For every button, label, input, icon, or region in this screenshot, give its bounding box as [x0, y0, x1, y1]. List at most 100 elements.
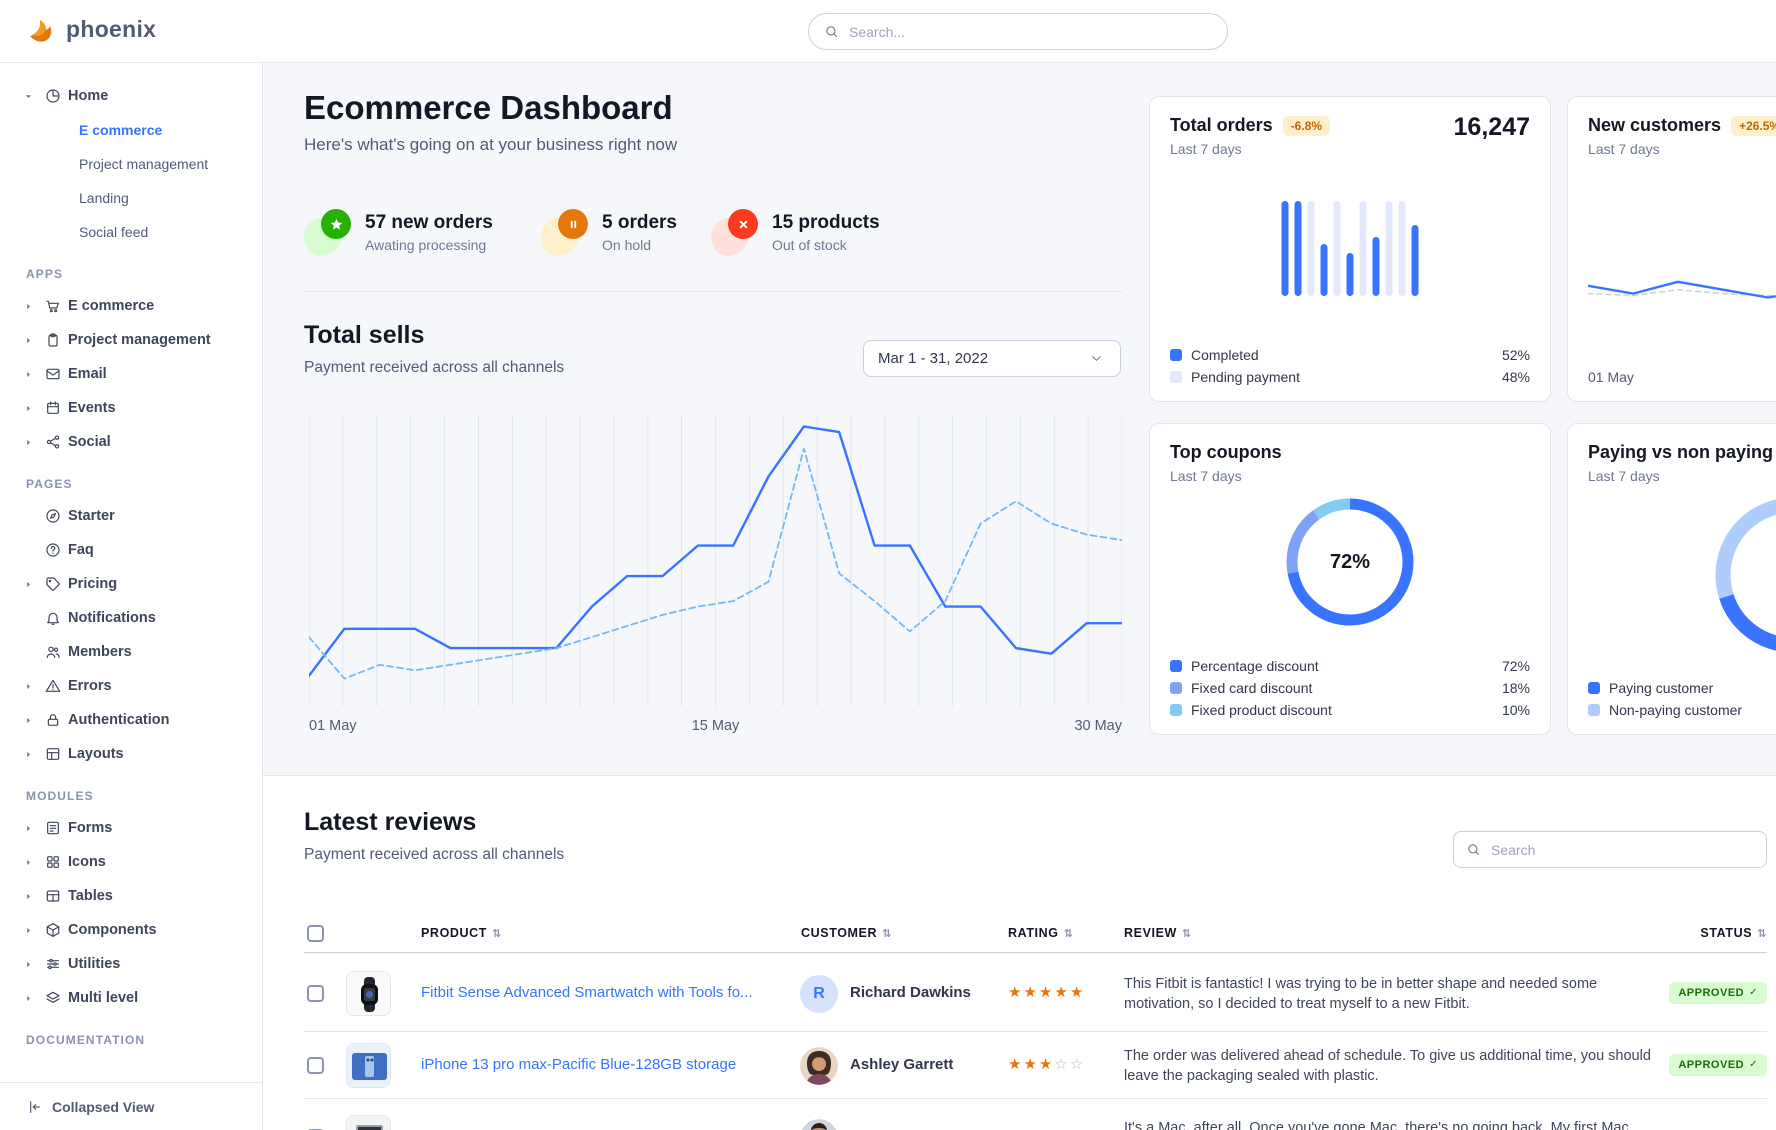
- legend-value: 72%: [1501, 658, 1530, 674]
- lock-icon: [45, 712, 61, 728]
- column-header-status[interactable]: STATUS ⇅: [1700, 926, 1767, 940]
- global-search-input[interactable]: [849, 23, 1212, 40]
- sidebar-item-tables[interactable]: Tables: [0, 879, 262, 913]
- sidebar-item-home[interactable]: Home: [0, 79, 262, 113]
- row-checkbox[interactable]: [307, 1057, 324, 1074]
- bell-icon: [45, 610, 61, 626]
- sidebar-item-pricing[interactable]: Pricing: [0, 567, 262, 601]
- sidebar-item-events[interactable]: Events: [0, 391, 262, 425]
- sidebar-item-utilities[interactable]: Utilities: [0, 947, 262, 981]
- avatar: R: [800, 974, 838, 1013]
- rating-stars: ★★★★☆: [1008, 1127, 1085, 1130]
- sidebar-item-e-commerce[interactable]: E commerce: [0, 289, 262, 323]
- collapsed-view-toggle[interactable]: Collapsed View: [0, 1082, 262, 1130]
- search-icon: [824, 24, 840, 39]
- sidebar-item-e-commerce[interactable]: E commerce: [79, 122, 163, 138]
- sidebar-item-project-management[interactable]: Project management: [0, 323, 262, 357]
- tag-icon: [45, 576, 61, 592]
- envelope-icon: [45, 366, 61, 382]
- sidebar-item-notifications[interactable]: Notifications: [0, 601, 262, 635]
- sidebar-item-label: Components: [68, 922, 157, 938]
- sidebar-item-components[interactable]: Components: [0, 913, 262, 947]
- stat-value: 5 orders: [602, 212, 677, 233]
- review-text: It's a Mac, after all. Once you've gone …: [1124, 1119, 1629, 1130]
- sliders-icon: [45, 956, 61, 972]
- sidebar-item-landing[interactable]: Landing: [79, 190, 129, 206]
- legend-item: Completed 52%: [1170, 344, 1530, 366]
- legend-value: 18%: [1501, 680, 1530, 696]
- cart-icon: [45, 298, 61, 314]
- stat-value: 57 new orders: [365, 212, 493, 233]
- sidebar-item-social-feed[interactable]: Social feed: [79, 224, 149, 240]
- product-link[interactable]: Apple MacBook Pro 13 inch-M1-8/256GB-spa…: [421, 1128, 741, 1130]
- product-thumbnail: [346, 1115, 391, 1130]
- caret-right-icon: [24, 750, 38, 759]
- layout-icon: [45, 746, 61, 762]
- date-range-value: Mar 1 - 31, 2022: [878, 350, 989, 367]
- sidebar-item-project-management[interactable]: Project management: [79, 156, 209, 172]
- paying-donut-chart: [1715, 497, 1776, 653]
- product-link[interactable]: iPhone 13 pro max-Pacific Blue-128GB sto…: [421, 1055, 737, 1073]
- sidebar-item-multi-level[interactable]: Multi level: [0, 981, 262, 1015]
- sidebar-item-label: Email: [68, 366, 107, 382]
- caret-right-icon: [24, 404, 38, 413]
- caret-right-icon: [24, 370, 38, 379]
- product-link[interactable]: Fitbit Sense Advanced Smartwatch with To…: [421, 983, 753, 1001]
- sidebar-section-title-documentation: DOCUMENTATION: [26, 1033, 146, 1047]
- card-title: Total orders: [1170, 115, 1273, 135]
- column-header-rating[interactable]: RATING ⇅: [1008, 926, 1074, 940]
- sidebar-item-faq[interactable]: Faq: [0, 533, 262, 567]
- search-icon: [1466, 842, 1482, 857]
- sidebar-item-icons[interactable]: Icons: [0, 845, 262, 879]
- caret-right-icon: [24, 858, 38, 867]
- caret-right-icon: [24, 892, 38, 901]
- caret-right-icon: [24, 994, 38, 1003]
- customer-name: Richard Dawkins: [850, 983, 971, 1001]
- legend-value: 10%: [1501, 702, 1530, 718]
- review-row: Fitbit Sense Advanced Smartwatch with To…: [304, 955, 1767, 1032]
- total-orders-bar-chart: [1281, 201, 1419, 296]
- check-icon: ✓: [1749, 987, 1758, 998]
- date-range-select[interactable]: Mar 1 - 31, 2022: [863, 340, 1121, 377]
- users-icon: [45, 644, 61, 660]
- sidebar-item-label: Members: [68, 644, 132, 660]
- legend-swatch: [1170, 704, 1182, 716]
- column-header-review[interactable]: REVIEW ⇅: [1124, 926, 1192, 940]
- reviews-search-input[interactable]: [1491, 841, 1754, 858]
- sidebar-item-authentication[interactable]: Authentication: [0, 703, 262, 737]
- sidebar-item-starter[interactable]: Starter: [0, 499, 262, 533]
- stat-value: 15 products: [772, 212, 880, 233]
- top-coupons-legend: Percentage discount 72% Fixed card discoun…: [1170, 655, 1530, 721]
- sidebar-item-members[interactable]: Members: [0, 635, 262, 669]
- reviews-search[interactable]: [1453, 831, 1767, 868]
- page-title: Ecommerce Dashboard: [304, 89, 673, 126]
- sort-icon: ⇅: [882, 928, 892, 940]
- donut-center-label: 72%: [1329, 550, 1371, 573]
- sidebar-item-forms[interactable]: Forms: [0, 811, 262, 845]
- caret-right-icon: [24, 682, 38, 691]
- caret-right-icon: [24, 960, 38, 969]
- column-header-product[interactable]: PRODUCT ⇅: [421, 926, 502, 940]
- card-title: Paying vs non paying: [1588, 442, 1774, 462]
- sidebar-item-label: Errors: [68, 678, 112, 694]
- brand-logo[interactable]: phoenix: [25, 13, 156, 45]
- check-icon: ✓: [1749, 1059, 1758, 1070]
- latest-reviews-section: Latest reviews Payment received across a…: [263, 776, 1776, 1130]
- avatar: [800, 1118, 838, 1130]
- sidebar-item-errors[interactable]: Errors: [0, 669, 262, 703]
- total-orders-change-badge: -6.8%: [1282, 115, 1331, 136]
- sidebar-item-email[interactable]: Email: [0, 357, 262, 391]
- row-checkbox[interactable]: [307, 985, 324, 1002]
- column-header-customer[interactable]: CUSTOMER ⇅: [801, 926, 892, 940]
- sidebar-item-social[interactable]: Social: [0, 425, 262, 459]
- share-icon: [45, 434, 61, 450]
- legend-label: Percentage discount: [1191, 658, 1319, 674]
- caret-right-icon: [24, 438, 38, 447]
- card-title: New customers: [1588, 115, 1722, 135]
- sidebar-item-layouts[interactable]: Layouts: [0, 737, 262, 771]
- product-thumbnail: [346, 971, 391, 1016]
- question-circle-icon: [45, 542, 61, 558]
- global-search[interactable]: [808, 13, 1228, 50]
- dashboard-section: Ecommerce Dashboard Here's what's going …: [263, 63, 1776, 776]
- select-all-checkbox[interactable]: [307, 925, 324, 942]
